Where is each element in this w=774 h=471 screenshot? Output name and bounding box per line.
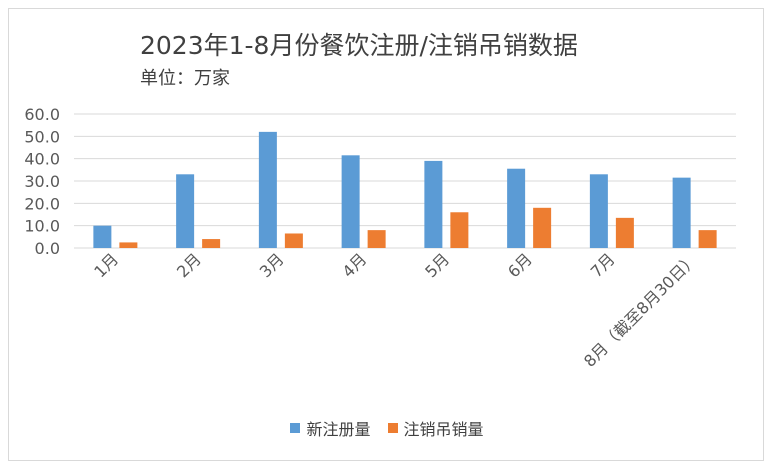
y-tick-label: 40.0 (24, 150, 60, 169)
chart-legend: 新注册量 注销吊销量 (0, 416, 774, 440)
bar-cancel (367, 230, 386, 248)
legend-swatch-cancel (387, 423, 398, 433)
legend-label-cancel: 注销吊销量 (403, 420, 484, 439)
bar-cancel (202, 239, 221, 248)
bar-cancel (119, 242, 138, 248)
legend-swatch-new (290, 423, 301, 433)
y-tick-label: 0.0 (35, 239, 60, 258)
x-tick-label: 6月 (504, 249, 536, 281)
bar-cancel (450, 212, 469, 248)
x-tick-label: 5月 (421, 249, 453, 281)
y-tick-label: 30.0 (24, 172, 60, 191)
bar-new (507, 168, 526, 248)
bar-new (672, 177, 691, 248)
x-tick-label: 2月 (173, 249, 205, 281)
x-tick-label: 3月 (256, 249, 288, 281)
bar-cancel (284, 233, 303, 248)
y-tick-label: 10.0 (24, 217, 60, 236)
y-tick-label: 60.0 (24, 105, 60, 124)
x-tick-label: 7月 (587, 249, 619, 281)
x-tick-label: 1月 (90, 249, 122, 281)
bar-new (424, 160, 443, 248)
bar-cancel (533, 207, 552, 248)
legend-label-new: 新注册量 (306, 420, 371, 439)
bar-new (341, 155, 360, 248)
legend-item-new: 新注册量 (290, 416, 370, 440)
y-tick-label: 20.0 (24, 194, 60, 213)
chart-subtitle: 单位：万家 (140, 68, 230, 89)
chart-frame (8, 8, 764, 461)
bar-cancel (698, 230, 717, 248)
bar-new (176, 174, 195, 248)
legend-item-cancel: 注销吊销量 (387, 416, 484, 440)
bar-cancel (615, 217, 634, 248)
chart-title: 2023年1-8月份餐饮注册/注销吊销数据 (140, 31, 578, 60)
bar-new (93, 225, 112, 248)
bar-new (589, 174, 608, 248)
bar-new (258, 131, 277, 248)
x-tick-label: 4月 (339, 249, 371, 281)
y-tick-label: 50.0 (24, 127, 60, 146)
